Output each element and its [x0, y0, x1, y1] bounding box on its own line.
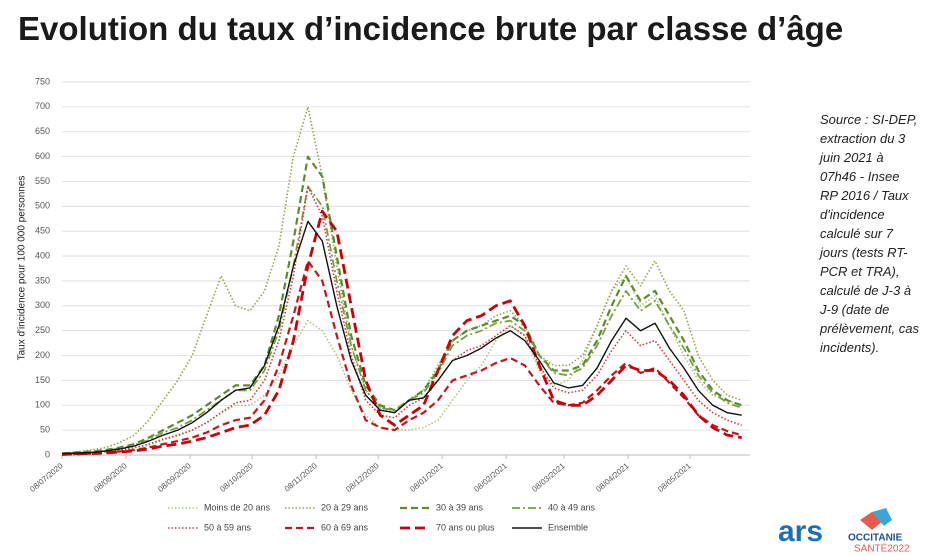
x-tick-label: 08/05/2021 [656, 461, 693, 494]
legend-label: Ensemble [548, 522, 588, 532]
source-note: Source : SI-DEP, extraction du 3 juin 20… [820, 112, 919, 355]
logo-shape [872, 508, 892, 526]
y-tick-label: 300 [35, 300, 50, 310]
y-tick-label: 700 [35, 101, 50, 111]
series-line [61, 185, 742, 455]
series-line [61, 259, 742, 456]
y-tick-label: 100 [35, 400, 50, 410]
logo-plan: SANTÉ2022 [854, 542, 910, 555]
logo-region: OCCITANIE [848, 533, 903, 544]
y-tick-label: 500 [35, 201, 50, 211]
series-line [61, 106, 742, 454]
x-tick-label: 08/11/2020 [283, 461, 319, 494]
y-tick-label: 650 [35, 126, 50, 136]
y-tick-label: 350 [35, 275, 50, 285]
x-tick-label: 08/04/2021 [594, 461, 631, 494]
series-line [61, 185, 742, 455]
y-tick-label: 600 [35, 151, 50, 161]
y-axis-label: Taux d'incidence pour 100 000 personnes [17, 176, 28, 361]
legend-label: Moins de 20 ans [204, 502, 271, 512]
x-tick-label: 08/01/2021 [408, 461, 445, 494]
legend-label: 20 à 29 ans [321, 502, 369, 512]
y-tick-label: 400 [35, 250, 50, 260]
legend-label: 40 à 49 ans [548, 502, 596, 512]
legend-label: 70 ans ou plus [436, 522, 495, 532]
x-tick-label: 08/02/2021 [472, 461, 509, 494]
legend-label: 60 à 69 ans [321, 522, 369, 532]
y-tick-label: 550 [35, 176, 50, 186]
legend-label: 30 à 39 ans [436, 502, 484, 512]
x-tick-label: 08/09/2020 [156, 461, 193, 494]
y-tick-label: 450 [35, 226, 50, 236]
y-tick-label: 150 [35, 375, 50, 385]
x-tick-label: 08/08/2020 [92, 461, 129, 494]
y-tick-label: 50 [40, 425, 50, 435]
x-tick-label: 08/03/2021 [530, 461, 567, 494]
x-tick-label: 08/12/2020 [344, 461, 381, 494]
y-tick-label: 200 [35, 350, 50, 360]
logo-ars: ars [778, 515, 823, 548]
x-tick-label: 08/07/2020 [28, 461, 65, 494]
legend-label: 50 à 59 ans [204, 522, 252, 532]
y-tick-label: 0 [45, 449, 50, 459]
series-line [61, 275, 742, 455]
x-tick-label: 08/10/2020 [218, 461, 255, 494]
y-tick-label: 250 [35, 325, 50, 335]
slide-title: Evolution du taux d’incidence brute par … [18, 10, 844, 47]
y-tick-label: 750 [35, 76, 50, 86]
series-line [61, 220, 742, 455]
series-line [61, 209, 742, 456]
